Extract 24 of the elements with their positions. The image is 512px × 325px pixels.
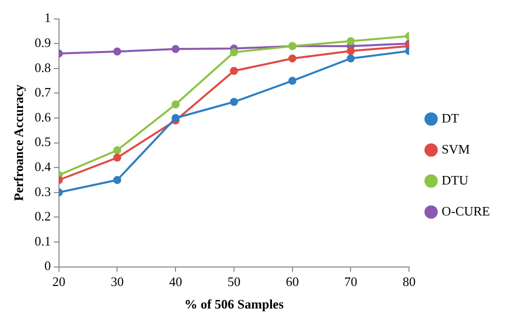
x-tick-label: 50 bbox=[227, 274, 240, 290]
y-axis-title: Perfroance Accuracy bbox=[11, 84, 26, 201]
x-tick-label: 20 bbox=[52, 274, 66, 290]
x-tick-label: 40 bbox=[169, 274, 182, 290]
legend-label: DTU bbox=[442, 172, 469, 188]
y-tick-label: 0.3 bbox=[34, 184, 51, 199]
y-tick-label: 0.9 bbox=[34, 35, 51, 50]
x-tick-label: 30 bbox=[110, 274, 124, 290]
y-tick-label: 0 bbox=[44, 258, 51, 274]
y-tick-label: 0.1 bbox=[34, 233, 51, 248]
legend-label: SVM bbox=[442, 141, 470, 156]
x-tick-label: 60 bbox=[286, 274, 299, 290]
legend-label: O-CURE bbox=[442, 203, 490, 218]
x-tick-label: 70 bbox=[344, 274, 358, 290]
y-tick-label: 0.7 bbox=[34, 84, 52, 100]
y-tick-label: 0.4 bbox=[34, 159, 52, 174]
y-tick-label: 0.2 bbox=[34, 208, 51, 224]
y-tick-label: 0.5 bbox=[34, 134, 51, 150]
x-tick-label: 80 bbox=[402, 274, 416, 290]
legend-label: DT bbox=[442, 110, 459, 126]
x-axis-title: % of 506 Samples bbox=[184, 296, 284, 312]
y-tick-label: 1 bbox=[44, 10, 51, 26]
y-tick-label: 0.6 bbox=[34, 109, 52, 124]
y-tick-label: 0.8 bbox=[34, 60, 51, 75]
